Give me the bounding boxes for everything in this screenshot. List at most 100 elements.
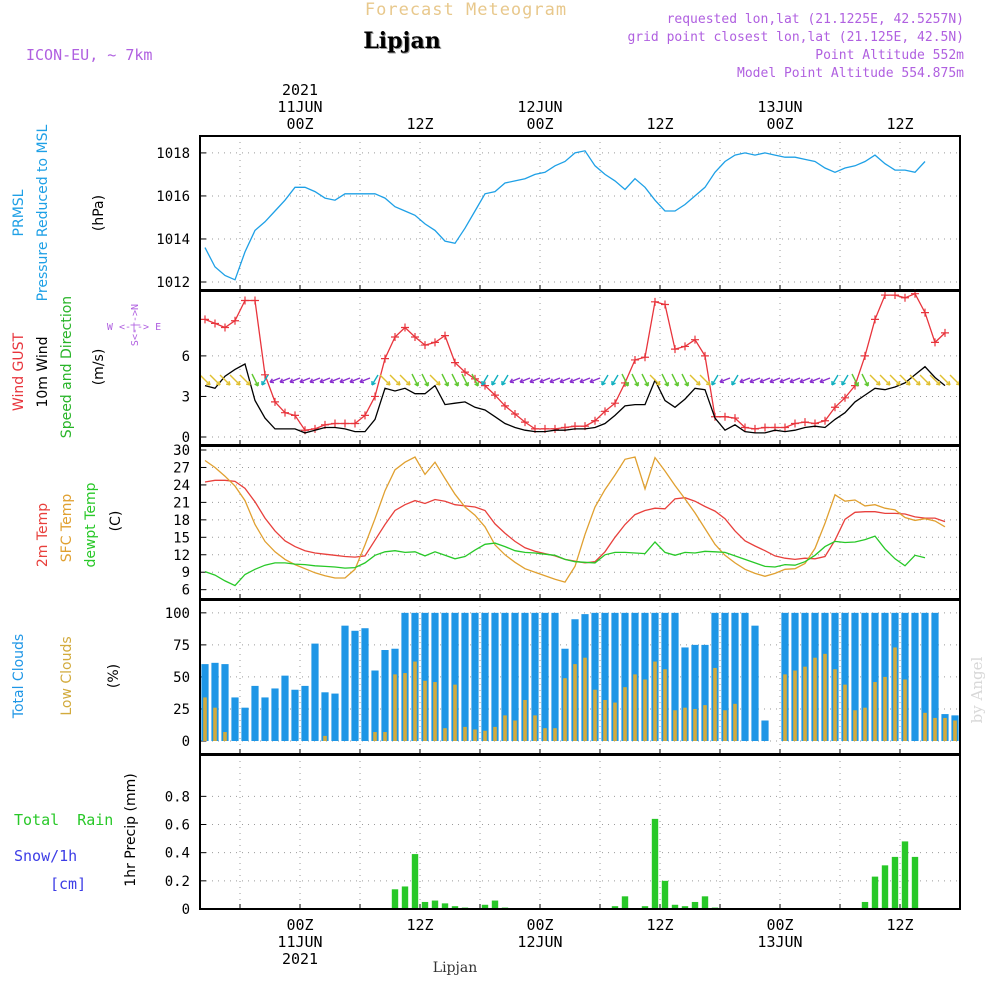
wind-direction-arrow [851, 373, 859, 387]
total-cloud-bar [591, 612, 599, 741]
wind-direction-arrowhead [589, 378, 595, 384]
total-cloud-bar [271, 688, 279, 741]
bottom-time-label: 12Z [886, 916, 913, 934]
total-cloud-bar [241, 707, 249, 741]
low-cloud-bar [483, 730, 487, 741]
wind-direction-arrowhead [875, 380, 881, 386]
total-cloud-bar [311, 643, 319, 741]
wind-direction-arrowhead [915, 380, 921, 386]
wind-direction-arrow [879, 374, 891, 386]
rain-bar [641, 906, 649, 909]
low-cloud-bar [633, 674, 637, 741]
panel-frame [199, 135, 961, 291]
wind-direction-arrowhead [779, 378, 785, 384]
total-cloud-bar [851, 612, 859, 741]
rain-bar [431, 900, 439, 909]
wind-direction-arrow [559, 377, 571, 383]
low-cloud-bar [813, 657, 817, 741]
wind-direction-arrowhead [831, 380, 836, 386]
gust-marker [881, 291, 889, 300]
gust-marker [631, 355, 639, 364]
wind-direction-arrow [831, 374, 839, 386]
wind-direction-arrowhead [205, 380, 211, 386]
wind-direction-arrow [649, 374, 661, 386]
y-tick-label: 6 [182, 583, 190, 599]
wind-direction-arrow [929, 374, 941, 386]
wind-direction-arrowhead [634, 381, 640, 387]
wind-direction-arrowhead [705, 380, 711, 386]
watermark: by Angel [968, 656, 986, 723]
wind-direction-arrow [719, 377, 731, 383]
wind-direction-arrowhead [674, 381, 680, 387]
wind-direction-arrow [209, 374, 221, 386]
wind-direction-arrowhead [739, 378, 745, 384]
wind-direction-arrow [269, 377, 281, 383]
low-cloud-bar [513, 720, 517, 741]
temp-labels: 2m Temp SFC Temp dewpt Temp (C) [35, 482, 124, 567]
wind-direction-arrow [641, 373, 649, 387]
wind-direction-arrow [199, 374, 211, 386]
total-cloud-bar [381, 650, 389, 741]
wind-direction-arrowhead [809, 378, 815, 384]
wind-direction-arrow [949, 374, 961, 386]
prmsl-label: PRMSL [11, 189, 27, 236]
rain-bar [861, 901, 869, 909]
point-altitude: Point Altitude 552m [815, 48, 964, 63]
wind-direction-arrow [501, 374, 509, 386]
gust-marker [201, 315, 209, 324]
low-cloud-bar [223, 732, 227, 741]
gust-marker [271, 397, 279, 406]
rain-bar [391, 889, 399, 909]
wind-direction-arrow [789, 377, 801, 383]
top-time-label: 2021 [282, 81, 318, 99]
low-cloud-bar [543, 728, 547, 741]
y-tick-label: 1014 [156, 232, 190, 248]
total-cloud-bar [841, 612, 849, 741]
wind-direction-arrowhead [424, 381, 430, 387]
wind-direction-arrowhead [664, 381, 670, 387]
wind-direction-arrow [769, 377, 781, 383]
low-cloud-bar [943, 717, 947, 741]
low-cloud-bar [823, 653, 827, 741]
wind-direction-arrowhead [225, 380, 231, 386]
gust-marker [901, 293, 909, 302]
low-cloud-bar [383, 732, 387, 741]
low-cloud-bar [463, 726, 467, 741]
wind-direction-arrowhead [309, 378, 315, 384]
total-cloud-bar [291, 689, 299, 741]
wind-direction-arrowhead [339, 378, 345, 384]
wind-direction-arrowhead [885, 380, 891, 386]
wind-direction-arrowhead [655, 380, 661, 386]
low-cloud-bar [683, 707, 687, 741]
top-time-label: 00Z [766, 115, 793, 133]
total-cloud-bar [211, 662, 219, 741]
wind-direction-arrowhead [854, 381, 860, 387]
wind-direction-arrowhead [269, 378, 275, 384]
bottom-time-label: 00Z [286, 916, 313, 934]
wind-direction-arrow [579, 377, 591, 383]
y-tick-label: 1012 [156, 275, 190, 291]
low-cloud-bar [933, 717, 937, 741]
y-tick-label: 0.4 [165, 846, 190, 862]
total-cloud-bar [641, 612, 649, 741]
rain-bar [411, 854, 419, 909]
wind-direction-arrow [631, 373, 639, 387]
wind-direction-arrow [371, 374, 379, 386]
total-cloud-bar [481, 612, 489, 741]
total-cloud-bar [681, 647, 689, 741]
wind-direction-arrow [261, 374, 269, 386]
gust-marker [211, 319, 219, 328]
total-cloud-bar [901, 612, 909, 741]
rain-bar [611, 906, 619, 909]
wind-direction-arrowhead [539, 378, 545, 384]
top-time-label: 12JUN [517, 98, 562, 116]
total-cloud-bar [371, 670, 379, 741]
snow-unit: [cm] [50, 875, 86, 893]
gust-marker [221, 323, 229, 332]
rain-bar [881, 865, 889, 909]
wind-direction-arrowhead [385, 380, 391, 386]
gust-marker [391, 332, 399, 341]
wind-direction-arrow [621, 373, 629, 387]
t2m-label: 2m Temp [35, 503, 51, 567]
wind-direction-arrowhead [491, 380, 496, 386]
